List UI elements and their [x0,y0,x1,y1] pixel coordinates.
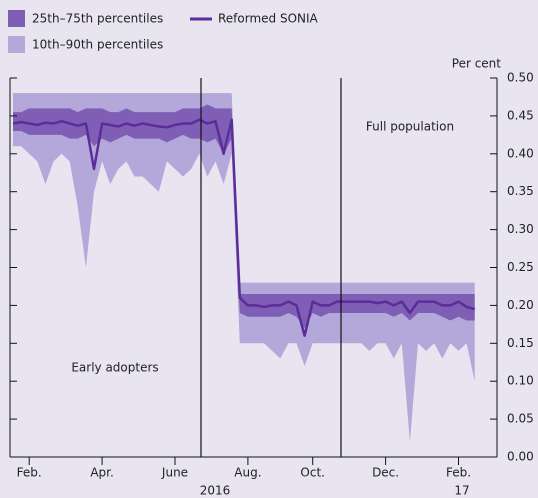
x-tick-label: Aug. [234,466,261,480]
year-label: 2016 [200,484,231,498]
y-tick-label: 0.05 [507,412,534,426]
legend-label: Reformed SONIA [218,12,319,26]
y-tick-label: 0.35 [507,184,534,198]
y-tick-label: 0.25 [507,260,534,274]
x-tick-label: Apr. [90,466,113,480]
legend-swatch [8,10,25,27]
x-tick-label: Feb. [446,466,471,480]
legend-label: 10th–90th percentiles [32,38,163,52]
y-axis-label: Per cent [452,57,502,71]
annotation: Early adopters [71,361,158,375]
x-tick-label: Feb. [17,466,42,480]
y-tick-label: 0.10 [507,374,534,388]
percentile-band [13,104,475,329]
y-tick-label: 0.40 [507,146,534,160]
y-tick-label: 0.30 [507,222,534,236]
x-tick-label: Oct. [300,466,325,480]
legend-label: 25th–75th percentiles [32,12,163,26]
sonia-line [12,118,476,337]
y-tick-label: 0.50 [507,71,534,85]
annotation: Full population [366,120,454,134]
y-tick-label: 0.45 [507,108,534,122]
x-tick-label: Dec. [372,466,399,480]
year-label: 17 [454,484,469,498]
legend-swatch [8,36,25,53]
y-tick-label: 0.15 [507,336,534,350]
y-tick-label: 0.20 [507,298,534,312]
x-tick-label: June [161,466,188,480]
y-tick-label: 0.00 [507,450,534,464]
